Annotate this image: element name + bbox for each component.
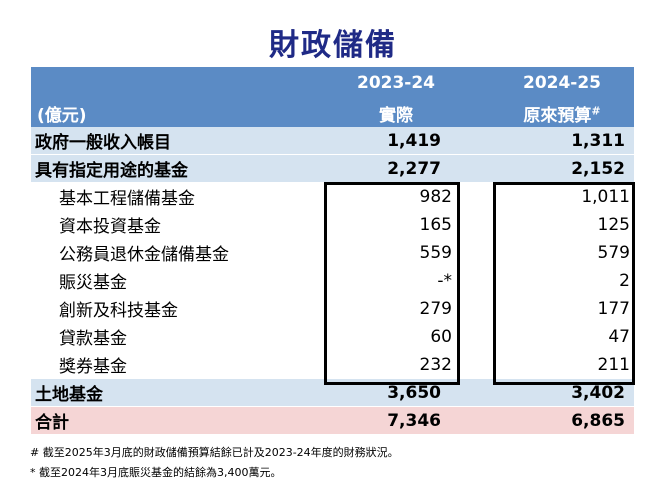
table-row: 獎券基金 232 211: [31, 351, 634, 379]
footnote-asterisk: * 截至2024年3月底賑災基金的結餘為3,400萬元。: [30, 466, 282, 479]
row-value-budget: 177: [597, 298, 630, 319]
footnote-mark: #: [591, 104, 601, 118]
row-value-budget: 47: [608, 326, 630, 347]
table-row: 資本投資基金 165 125: [31, 211, 634, 239]
row-label: 公務員退休金儲備基金: [59, 245, 229, 265]
row-label: 創新及科技基金: [59, 301, 178, 321]
footnote-hash: # 截至2025年3月底的財政儲備預算結餘已計及2023-24年度的財務狀況。: [30, 446, 399, 459]
row-label: 資本投資基金: [59, 217, 161, 237]
table-row: 貸款基金 60 47: [31, 323, 634, 351]
col2-sub-header: 原來預算#: [523, 104, 601, 126]
row-label: 賑災基金: [59, 273, 127, 293]
row-value-actual: 1,419: [387, 130, 441, 151]
table-row: 土地基金 3,650 3,402: [31, 379, 634, 407]
table-row: 政府一般收入帳目 1,419 1,311: [31, 127, 634, 155]
row-value-actual: 7,346: [387, 410, 441, 431]
row-value-budget: 579: [597, 242, 630, 263]
table-row: 賑災基金 -* 2: [31, 267, 634, 295]
row-label: 基本工程儲備基金: [59, 189, 195, 209]
row-label: 具有指定用途的基金: [35, 161, 188, 181]
row-value-actual: 982: [419, 186, 452, 207]
table-row: 創新及科技基金 279 177: [31, 295, 634, 323]
row-value-actual: 3,650: [387, 382, 441, 403]
row-value-budget: 211: [597, 354, 630, 375]
row-value-actual: -*: [437, 270, 452, 291]
row-value-actual: 279: [419, 298, 452, 319]
row-value-actual: 2,277: [387, 158, 441, 179]
row-value-budget: 2: [619, 270, 630, 291]
row-value-actual: 232: [419, 354, 452, 375]
row-value-actual: 60: [430, 326, 452, 347]
row-value-budget: 125: [597, 214, 630, 235]
footnotes: # 截至2025年3月底的財政儲備預算結餘已計及2023-24年度的財務狀況。 …: [30, 443, 399, 483]
units-label: (億元): [37, 106, 87, 126]
table-row: 具有指定用途的基金 2,277 2,152: [31, 155, 634, 183]
col1-sub-header: 實際: [379, 106, 413, 126]
row-label: 獎券基金: [59, 357, 127, 377]
row-value-actual: 559: [419, 242, 452, 263]
row-value-budget: 1,011: [581, 186, 630, 207]
col1-year-header: 2023-24: [356, 73, 436, 93]
row-value-budget: 6,865: [571, 410, 625, 431]
row-label: 政府一般收入帳目: [35, 133, 171, 153]
row-value-budget: 2,152: [571, 158, 625, 179]
row-value-budget: 1,311: [571, 130, 625, 151]
page-title: 財政儲備: [269, 28, 397, 63]
row-label: 貸款基金: [59, 329, 127, 349]
row-value-actual: 165: [419, 214, 452, 235]
reserves-table: (億元) 2023-24 實際 2024-25 原來預算# 政府一般收入帳目 1…: [31, 67, 634, 435]
table-row: 公務員退休金儲備基金 559 579: [31, 239, 634, 267]
total-row: 合計 7,346 6,865: [31, 407, 634, 435]
col2-year-header: 2024-25: [522, 73, 602, 93]
row-label: 土地基金: [35, 385, 103, 405]
row-label: 合計: [35, 413, 69, 433]
table-row: 基本工程儲備基金 982 1,011: [31, 183, 634, 211]
row-value-budget: 3,402: [571, 382, 625, 403]
table-header: (億元) 2023-24 實際 2024-25 原來預算#: [31, 67, 634, 127]
